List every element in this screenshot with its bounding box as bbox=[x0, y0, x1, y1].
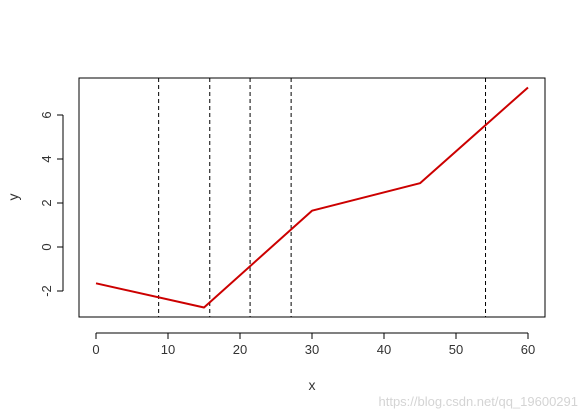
y-tick-label: 0 bbox=[39, 243, 54, 250]
y-tick-label: 2 bbox=[39, 199, 54, 206]
x-tick-label: 10 bbox=[161, 342, 175, 357]
y-tick-label: -2 bbox=[39, 285, 54, 297]
watermark-text: https://blog.csdn.net/qq_19600291 bbox=[378, 394, 579, 409]
x-tick-label: 20 bbox=[233, 342, 247, 357]
x-tick-label: 50 bbox=[449, 342, 463, 357]
y-tick-label: 6 bbox=[39, 111, 54, 118]
y-axis-title: y bbox=[5, 194, 21, 201]
x-tick-label: 30 bbox=[305, 342, 319, 357]
y-tick-label: 4 bbox=[39, 155, 54, 162]
series-line-1 bbox=[95, 86, 529, 309]
series-layer bbox=[95, 86, 529, 309]
y-axis: -2 0 2 4 6 bbox=[39, 111, 64, 297]
x-tick-label: 60 bbox=[521, 342, 535, 357]
x-tick-label: 0 bbox=[92, 342, 99, 357]
x-axis-title: x bbox=[309, 377, 316, 393]
x-tick-label: 40 bbox=[377, 342, 391, 357]
x-axis: 0 10 20 30 40 50 60 bbox=[92, 332, 535, 357]
plot-frame bbox=[78, 77, 546, 318]
reference-lines bbox=[158, 78, 487, 317]
